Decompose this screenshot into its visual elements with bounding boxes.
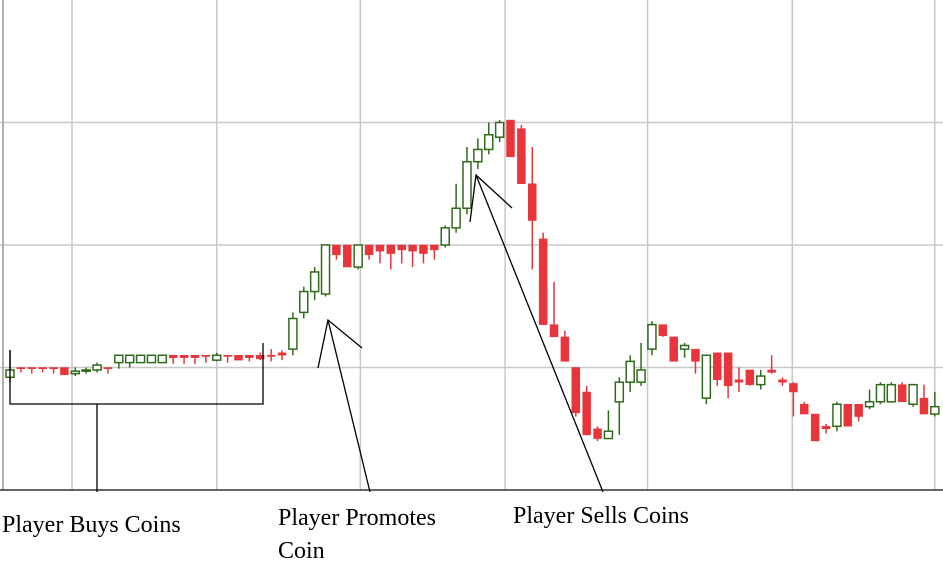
- candle-body: [81, 369, 91, 372]
- candle-body: [603, 430, 614, 440]
- candle-body: [843, 404, 853, 427]
- candle-body: [930, 405, 940, 415]
- candle-body: [332, 244, 341, 256]
- candle-body: [266, 355, 276, 357]
- candle-body: [517, 128, 526, 184]
- candle-body: [745, 369, 755, 385]
- bracket: [9, 343, 264, 405]
- candle-body: [451, 207, 461, 229]
- candle-body: [789, 383, 798, 393]
- candle-body: [245, 355, 254, 358]
- candle-body: [211, 354, 222, 361]
- candle-body: [701, 354, 712, 399]
- candle-body: [38, 367, 47, 369]
- candle-body: [560, 336, 570, 362]
- candle-body: [723, 352, 733, 387]
- candle-body: [114, 354, 124, 364]
- candle-body: [375, 244, 385, 252]
- candle-body: [538, 238, 548, 325]
- candle-body: [854, 404, 863, 417]
- candle-body: [919, 397, 929, 415]
- candle-body: [430, 244, 439, 251]
- candle-body: [256, 355, 265, 360]
- candle-body: [146, 354, 157, 364]
- candle-body: [234, 355, 243, 361]
- candle-body: [124, 354, 135, 364]
- candle-body: [832, 403, 842, 428]
- candle-body: [528, 183, 537, 221]
- candle-body: [16, 367, 26, 369]
- candle-body: [593, 428, 602, 439]
- candle-body: [669, 336, 678, 362]
- annotation-arrows: [9, 173, 604, 493]
- candle-body: [821, 426, 831, 429]
- candle-body: [571, 367, 581, 414]
- candle-body: [494, 121, 505, 138]
- candle-body: [691, 348, 700, 362]
- candle-body: [897, 384, 907, 403]
- candle-body: [135, 354, 146, 364]
- candle-body: [343, 244, 352, 268]
- candle-body: [49, 367, 58, 369]
- candle-body: [408, 244, 417, 252]
- candle-body: [277, 352, 287, 356]
- candle-body: [636, 369, 646, 383]
- candle-body: [397, 244, 406, 251]
- candle-body: [168, 355, 178, 358]
- candle-body: [364, 244, 374, 256]
- candle-body: [625, 360, 635, 383]
- candle-body: [506, 119, 515, 158]
- candle-body: [288, 317, 298, 350]
- candle-body: [658, 324, 668, 336]
- candle-body: [60, 367, 69, 376]
- candle-body: [810, 413, 820, 442]
- candles: [5, 119, 940, 442]
- candle-body: [386, 244, 396, 254]
- candle-body: [756, 375, 766, 386]
- candle-body: [473, 148, 483, 163]
- candle-body: [712, 352, 722, 380]
- candle-body: [886, 383, 897, 403]
- candle-body: [201, 355, 211, 357]
- annotation: Player Sells Coins: [513, 503, 689, 529]
- candle-body: [679, 344, 690, 350]
- candle-body: [419, 244, 428, 254]
- candle-body: [767, 369, 776, 373]
- annotation: Player Buys Coins: [2, 512, 181, 538]
- candle-body: [462, 160, 472, 209]
- candle-body: [875, 383, 886, 403]
- candle-body: [27, 367, 37, 369]
- arrow: [475, 174, 604, 493]
- candle-body: [353, 244, 363, 268]
- candle-body: [320, 244, 331, 295]
- candle-body: [864, 401, 875, 408]
- candle-body: [440, 227, 450, 246]
- annotation: Coin: [278, 538, 325, 564]
- candle-body: [92, 364, 102, 371]
- arrow-head: [469, 173, 513, 223]
- arrow-head: [317, 318, 363, 369]
- candle-body: [223, 355, 232, 357]
- candle-body: [647, 323, 657, 350]
- candle-body: [800, 404, 809, 415]
- candle-body: [582, 391, 591, 436]
- candle-body: [778, 379, 787, 383]
- candle-body: [549, 324, 559, 338]
- grid: [0, 0, 943, 490]
- candle-body: [908, 383, 918, 405]
- candle-body: [614, 381, 625, 403]
- candle-body: [103, 367, 113, 369]
- candle-body: [483, 134, 494, 151]
- candle-body: [157, 354, 168, 364]
- arrow: [327, 319, 371, 493]
- candle-body: [70, 370, 81, 375]
- candle-body: [179, 355, 189, 358]
- candle-body: [299, 290, 309, 314]
- candle-body: [190, 355, 200, 358]
- annotation: Player Promotes: [278, 505, 436, 531]
- candle-body: [309, 271, 320, 293]
- candle-body: [734, 379, 744, 383]
